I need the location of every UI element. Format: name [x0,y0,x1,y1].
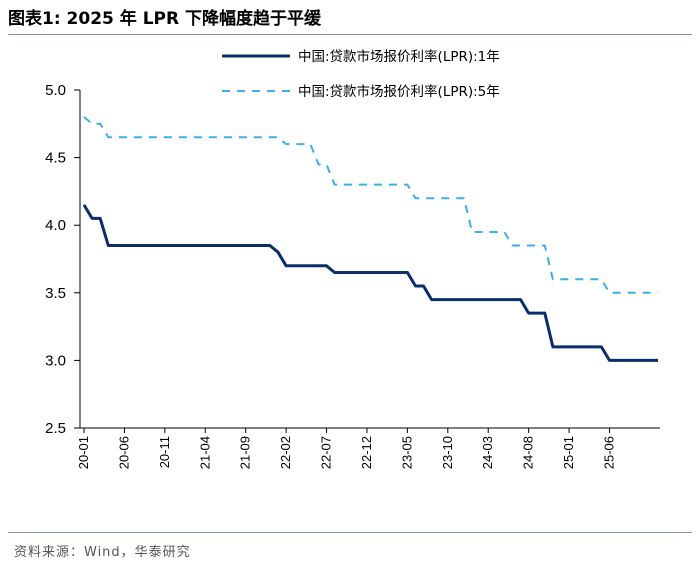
legend: 中国:贷款市场报价利率(LPR):1年 中国:贷款市场报价利率(LPR):5年 [222,48,500,100]
source-note: 资料来源：Wind，华泰研究 [14,545,191,560]
y-tick-label: 3.0 [45,352,66,369]
series-layer [82,116,658,362]
y-tick-label: 2.5 [45,420,66,437]
x-tick-label: 22-12 [359,436,374,469]
x-tick-label: 24-08 [521,436,536,469]
y-tick-label: 4.5 [45,150,66,167]
y-axis-ticks: 5.0 4.5 4.0 3.5 3.0 2.5 [45,82,80,437]
x-tick-label: 22-07 [319,436,334,469]
y-tick-label: 4.0 [45,217,66,234]
x-axis-ticks: 20-01 20-06 20-11 21-04 21-09 22-02 22-07 22-12… [76,428,616,469]
y-tick-label: 3.5 [45,285,66,302]
series-line-lpr-1y [82,204,658,362]
x-tick-label: 23-10 [440,436,455,469]
x-tick-label: 25-06 [601,436,616,469]
x-tick-label: 24-03 [480,436,495,469]
x-tick-label: 20-06 [116,436,131,469]
x-tick-label: 21-04 [197,436,212,469]
legend-label-1y: 中国:贷款市场报价利率(LPR):1年 [298,48,500,65]
x-tick-label: 21-09 [238,436,253,469]
x-tick-label: 20-01 [76,436,91,469]
x-tick-label: 25-01 [561,436,576,469]
x-tick-label: 23-05 [399,436,414,469]
source-divider [8,532,692,533]
x-tick-label: 22-02 [278,436,293,469]
chart-title: 图表1: 2025 年 LPR 下降幅度趋于平缓 [8,9,321,29]
y-tick-label: 5.0 [45,82,66,99]
series-line-lpr-5y [83,116,658,294]
title-divider [8,34,692,35]
x-tick-label: 20-11 [157,436,172,468]
legend-label-5y: 中国:贷款市场报价利率(LPR):5年 [298,83,500,100]
